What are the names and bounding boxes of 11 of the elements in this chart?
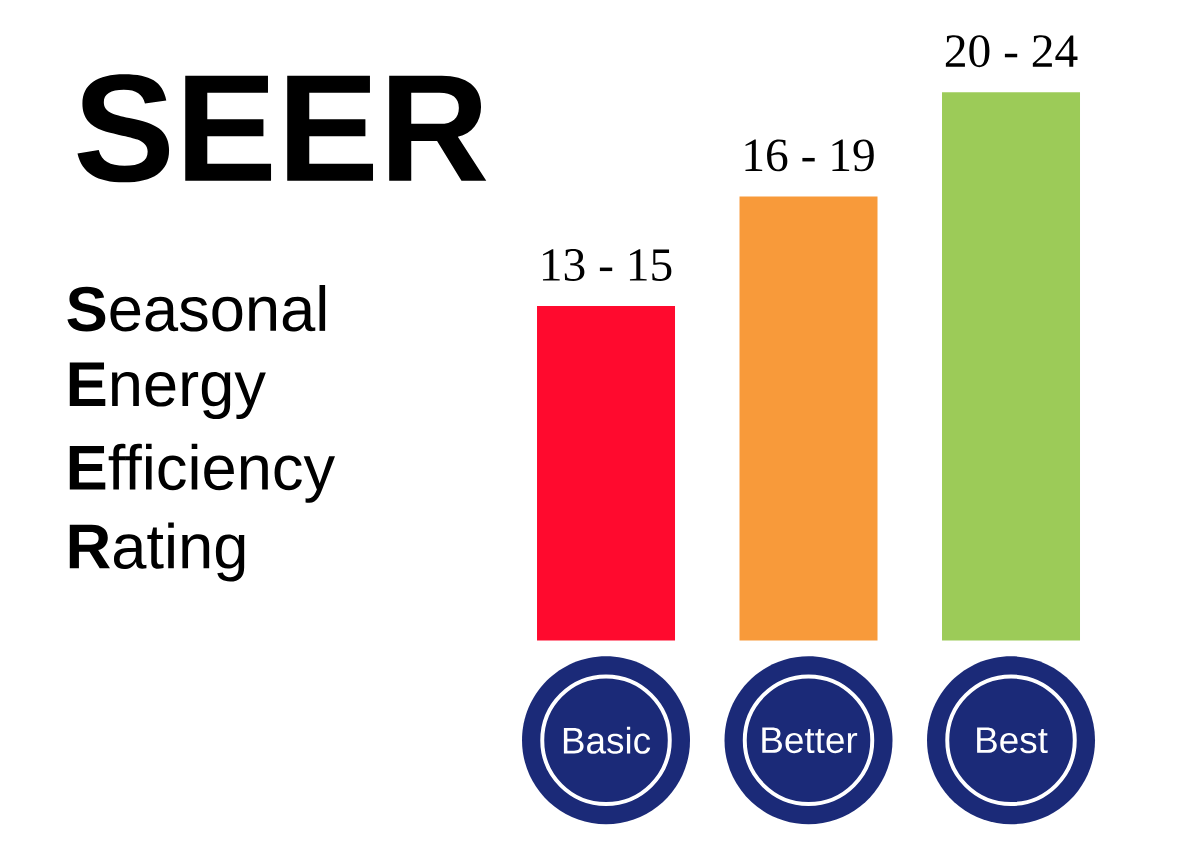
text: Rating: [69, 522, 245, 582]
x-tick-label: Best: [977, 727, 1048, 754]
annotation: 16 - 19: [745, 139, 874, 172]
text: Seasonal: [67, 284, 326, 332]
annotation: 20 - 24: [945, 35, 1078, 68]
text: Efficiency: [69, 443, 335, 503]
text: Energy: [69, 362, 266, 419]
x-tick-label: Basic: [563, 726, 651, 754]
x-tick-label: Better: [762, 727, 858, 754]
annotation: 13 - 15: [542, 248, 672, 281]
chart-title: SEER: [77, 74, 487, 183]
